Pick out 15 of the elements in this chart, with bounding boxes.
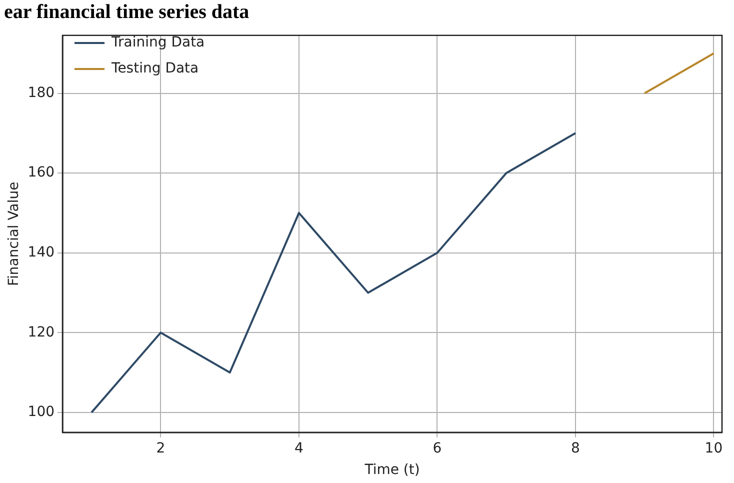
x-tick-label: 2 (156, 440, 166, 456)
chart-title: ear financial time series data (3, 0, 250, 24)
y-tick-label: 120 (28, 324, 55, 340)
y-tick-label: 100 (28, 404, 55, 420)
legend-label: Testing Data (110, 60, 199, 77)
y-axis-title: Financial Value (6, 182, 22, 286)
x-tick-label: 8 (570, 440, 580, 456)
y-tick-label: 140 (28, 244, 55, 260)
x-tick-label: 4 (294, 440, 304, 456)
y-tick-label: 160 (28, 164, 55, 181)
x-tick-label: 10 (704, 440, 723, 456)
x-tick-label: 6 (432, 440, 442, 456)
y-tick-label: 180 (28, 84, 55, 101)
x-axis-title: Time (t) (364, 462, 420, 478)
legend-label: Training Data (110, 34, 205, 51)
